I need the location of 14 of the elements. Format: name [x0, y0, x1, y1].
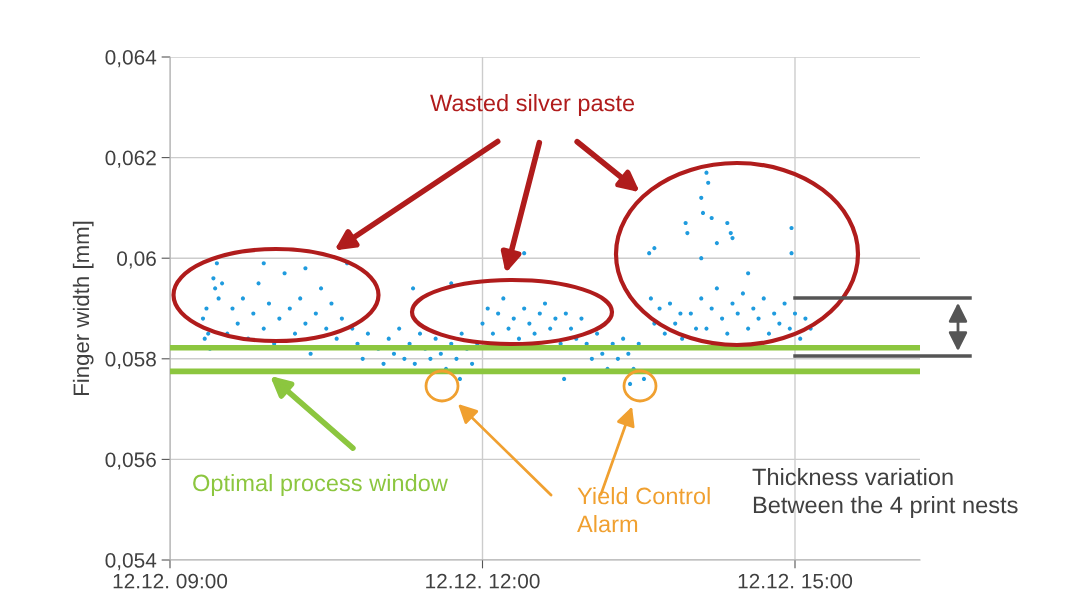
y-tick-label: 0,054: [105, 553, 157, 571]
x-tick-label: 12.12. 15:00: [738, 573, 853, 589]
annotation: Optimal process window: [193, 473, 448, 497]
y-axis-title: Finger width [mm]: [72, 221, 94, 395]
y-tick-label: 0,06: [117, 251, 156, 269]
y-tick-label: 0,062: [105, 150, 156, 168]
y-tick-label: 0,056: [105, 452, 156, 470]
y-tick-label: 0,058: [105, 351, 156, 370]
y-tick-label: 0,064: [105, 50, 157, 68]
x-tick-label: 12.12. 09:00: [113, 573, 228, 589]
annotation: Thickness variation Between the 4 print nests: [752, 468, 1018, 518]
annotation: Wasted silver paste: [430, 94, 635, 116]
x-tick-label: 12.12. 12:00: [426, 573, 540, 589]
annotation: Yield Control Alarm: [577, 487, 710, 533]
